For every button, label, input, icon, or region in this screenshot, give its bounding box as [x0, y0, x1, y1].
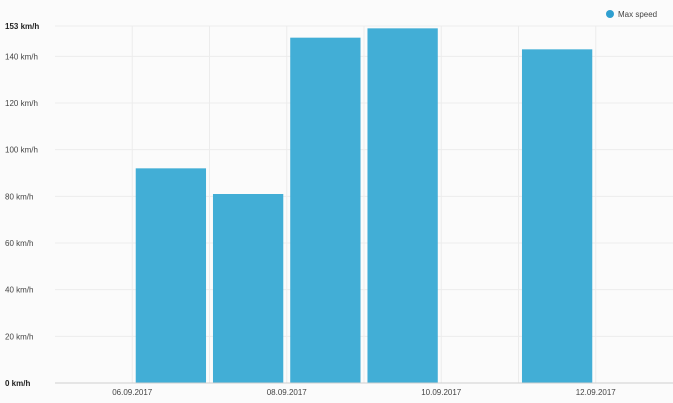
y-tick-label: 153 km/h	[5, 22, 39, 31]
x-tick-label: 12.09.2017	[576, 388, 617, 397]
bar[interactable]	[521, 49, 593, 383]
bar[interactable]	[367, 28, 438, 383]
y-tick-label: 80 km/h	[5, 192, 33, 201]
bar[interactable]	[135, 168, 207, 383]
y-tick-label: 140 km/h	[5, 52, 38, 61]
legend[interactable]: Max speed	[606, 10, 657, 19]
legend-label-max-speed: Max speed	[618, 10, 657, 19]
y-tick-label: 60 km/h	[5, 239, 33, 248]
y-axis: 0 km/h 20 km/h 40 km/h 60 km/h 80 km/h 100 km…	[5, 22, 39, 388]
x-axis: 06.09.2017 08.09.2017 10.09.2017 12.09.2017	[55, 382, 673, 397]
x-tick-label: 08.09.2017	[267, 388, 308, 397]
y-tick-label: 0 km/h	[5, 379, 30, 388]
bars-layer	[135, 28, 593, 384]
bar[interactable]	[290, 37, 361, 384]
legend-marker-max-speed	[606, 10, 614, 18]
y-tick-label: 100 km/h	[5, 146, 38, 155]
y-tick-label: 20 km/h	[5, 332, 33, 341]
x-tick-label: 10.09.2017	[421, 388, 462, 397]
x-tick-label: 06.09.2017	[112, 388, 153, 397]
y-tick-label: 40 km/h	[5, 286, 33, 295]
bar[interactable]	[212, 194, 284, 383]
y-tick-label: 120 km/h	[5, 99, 38, 108]
